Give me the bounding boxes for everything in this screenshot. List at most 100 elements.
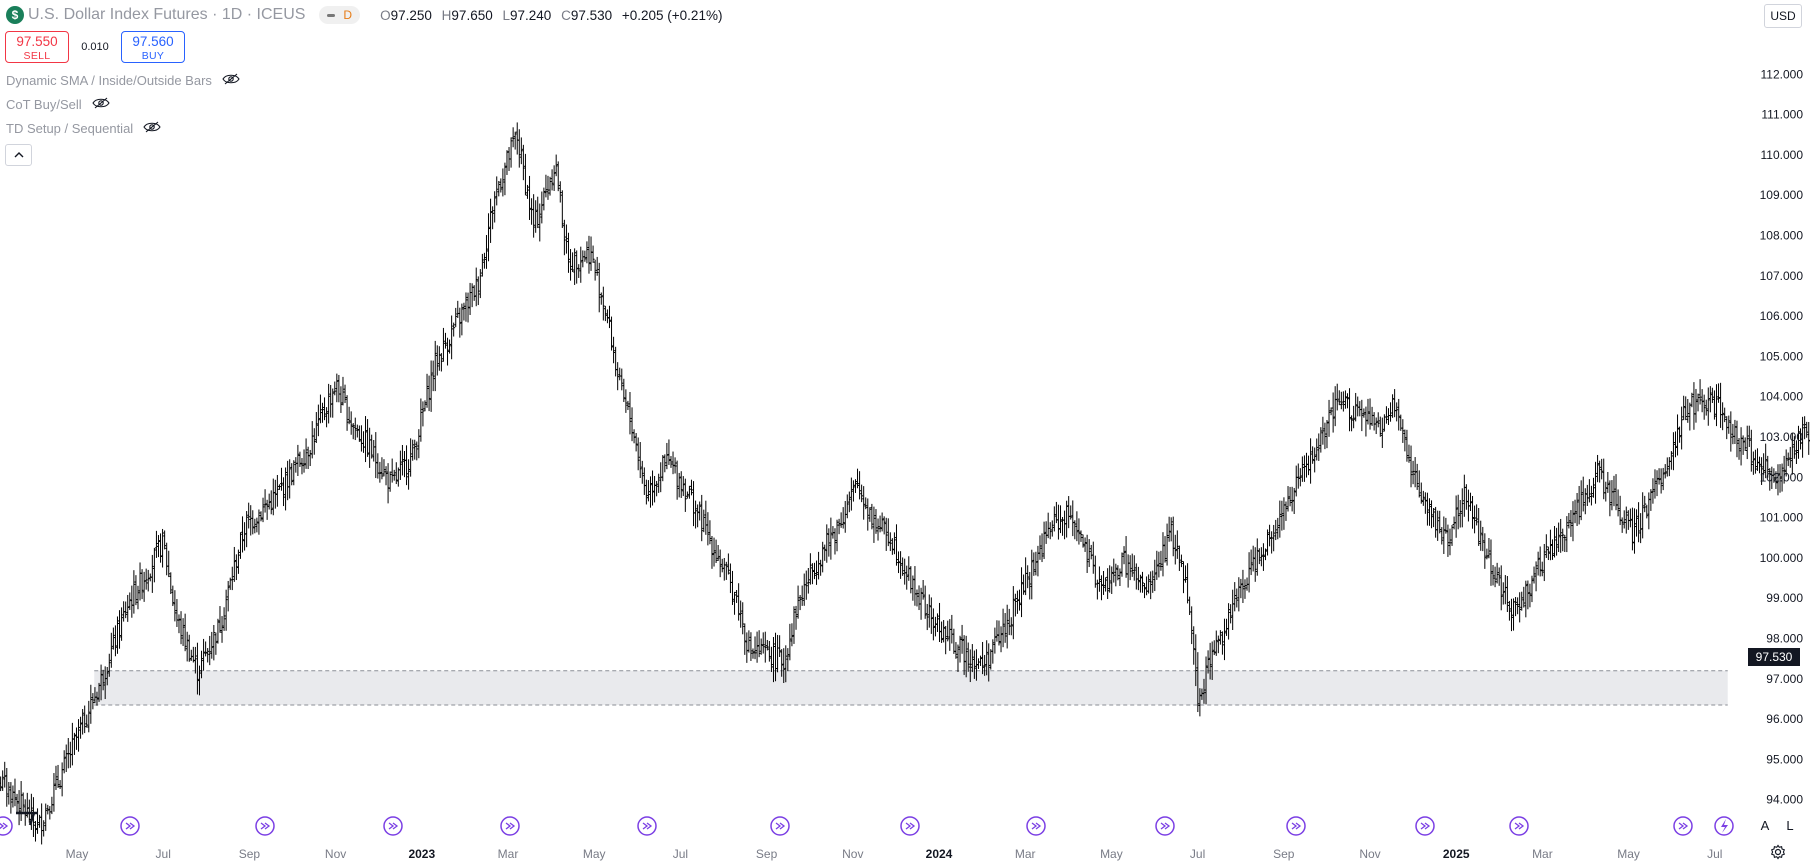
- ohlc-bar: [159, 533, 163, 563]
- market-status-pill[interactable]: D: [319, 6, 361, 24]
- ohlc-bar: [991, 639, 995, 664]
- ohlc-bar: [400, 445, 404, 476]
- ohlc-bar: [823, 544, 827, 561]
- ohlc-bar: [1655, 470, 1659, 497]
- ohlc-bar: [1313, 447, 1317, 473]
- event-marker-icon[interactable]: [500, 816, 520, 836]
- ohlc-bar: [118, 610, 122, 649]
- ohlc-bar: [111, 627, 115, 650]
- ohlc-bar: [458, 307, 462, 338]
- time-tick-label: Sep: [239, 847, 261, 861]
- ohlc-bar: [1409, 445, 1413, 488]
- ohlc-bar: [161, 528, 165, 568]
- ohlc-bar: [528, 175, 532, 220]
- event-marker-icon[interactable]: [120, 816, 140, 836]
- ohlc-bar: [540, 191, 544, 224]
- ohlc-bar: [999, 626, 1003, 653]
- event-marker-icon[interactable]: [383, 816, 403, 836]
- ohlc-bar: [251, 510, 255, 535]
- settings-icon[interactable]: [1770, 844, 1786, 865]
- currency-button[interactable]: USD: [1764, 4, 1802, 28]
- ohlc-bar: [1598, 460, 1602, 483]
- price-axis[interactable]: 94.000 95.000 96.000 97.000 98.000 99.000 100.…: [1760, 67, 1804, 806]
- eye-hidden-icon[interactable]: [91, 97, 110, 112]
- ohlc-bar: [298, 451, 302, 467]
- symbol-title[interactable]: U.S. Dollar Index Futures · 1D · ICEUS: [28, 6, 306, 23]
- ohlc-bar: [1147, 574, 1151, 594]
- ohlc-bar: [1462, 474, 1466, 517]
- indicator-cot[interactable]: CoT Buy/Sell: [6, 97, 110, 112]
- indicator-dynamic-sma[interactable]: Dynamic SMA / Inside/Outside Bars: [6, 73, 240, 88]
- ohlc-bar: [1735, 420, 1739, 458]
- ohlc-bar: [628, 392, 632, 435]
- event-marker-icon[interactable]: [1155, 816, 1175, 836]
- ohlc-bar: [1550, 539, 1554, 560]
- ohlc-bar: [1432, 508, 1436, 528]
- event-marker-icon[interactable]: [1415, 816, 1435, 836]
- time-tick-label: Jul: [1190, 847, 1205, 861]
- ohlc-bar: [0, 776, 3, 792]
- event-marker-icon[interactable]: [1286, 816, 1306, 836]
- ohlc-bar: [800, 585, 804, 606]
- time-axis[interactable]: May Jul Sep Nov 2023 Mar May Jul Sep Nov 2024 Mar Ma…: [66, 847, 1723, 861]
- event-marker-icon[interactable]: [637, 816, 657, 836]
- ohlc-bar: [542, 187, 546, 211]
- ohlc-bar: [497, 180, 501, 197]
- ohlc-bar: [1542, 543, 1546, 582]
- event-markers[interactable]: [0, 811, 1734, 836]
- ohlc-bar: [208, 635, 212, 666]
- buy-button[interactable]: 97.560 BUY: [121, 31, 185, 63]
- ohlc-bar: [1212, 640, 1216, 656]
- event-marker-icon[interactable]: [1673, 816, 1693, 836]
- ohlc-bar: [958, 635, 962, 663]
- ohlc-bar: [849, 477, 853, 511]
- eye-hidden-icon[interactable]: [222, 73, 240, 88]
- event-marker-icon[interactable]: [255, 816, 275, 836]
- ohlc-bar: [1622, 510, 1626, 529]
- ohlc-bar: [1645, 504, 1649, 519]
- ohlc-bar: [931, 608, 935, 641]
- ohlc-bar: [923, 585, 927, 619]
- ohlc-bar: [950, 614, 954, 644]
- ohlc-bar: [909, 566, 913, 594]
- ohlc-bar: [466, 292, 470, 323]
- ohlc-bar: [1714, 384, 1718, 427]
- event-marker-icon[interactable]: [1026, 816, 1046, 836]
- indicator-td-setup[interactable]: TD Setup / Sequential: [6, 121, 161, 136]
- eye-hidden-icon[interactable]: [143, 121, 161, 136]
- ohlc-bar: [558, 181, 562, 203]
- ohlc-bar: [1690, 392, 1694, 408]
- ohlc-bar: [1274, 519, 1278, 541]
- ohlc-bar: [1307, 455, 1311, 476]
- lightning-event-icon[interactable]: [1714, 816, 1734, 836]
- ohlc-bar: [1618, 495, 1622, 526]
- log-scale-button[interactable]: L: [1786, 817, 1794, 833]
- event-marker-icon[interactable]: [0, 816, 13, 836]
- collapse-indicators-button[interactable]: [5, 144, 32, 166]
- ohlc-bar: [136, 585, 140, 610]
- ohlc-bar: [1167, 516, 1171, 542]
- event-marker-icon[interactable]: [1509, 816, 1529, 836]
- ohlc-bar: [1124, 536, 1128, 578]
- sell-button[interactable]: 97.550 SELL: [5, 31, 69, 63]
- event-marker-icon[interactable]: [770, 816, 790, 836]
- ohlc-bar: [1155, 550, 1159, 580]
- ohlc-bar: [376, 453, 380, 479]
- ohlc-bar: [728, 563, 732, 594]
- ohlc-bar: [1028, 571, 1032, 600]
- ohlc-bar: [687, 485, 691, 499]
- ohlc-bar: [1401, 419, 1405, 443]
- ohlc-bar: [351, 423, 355, 440]
- label-marker-icon[interactable]: [16, 811, 38, 826]
- sell-label: SELL: [23, 50, 51, 62]
- ohlc-bar: [247, 502, 251, 529]
- ohlc-bar: [644, 479, 648, 505]
- ohlc-bar: [431, 360, 435, 392]
- ohlc-bar: [1411, 460, 1415, 485]
- ohlc-bar: [1489, 539, 1493, 586]
- event-marker-icon[interactable]: [900, 816, 920, 836]
- auto-scale-button[interactable]: A: [1760, 817, 1770, 833]
- ohlc-bar: [1790, 432, 1794, 475]
- ohlc-bar: [812, 562, 816, 580]
